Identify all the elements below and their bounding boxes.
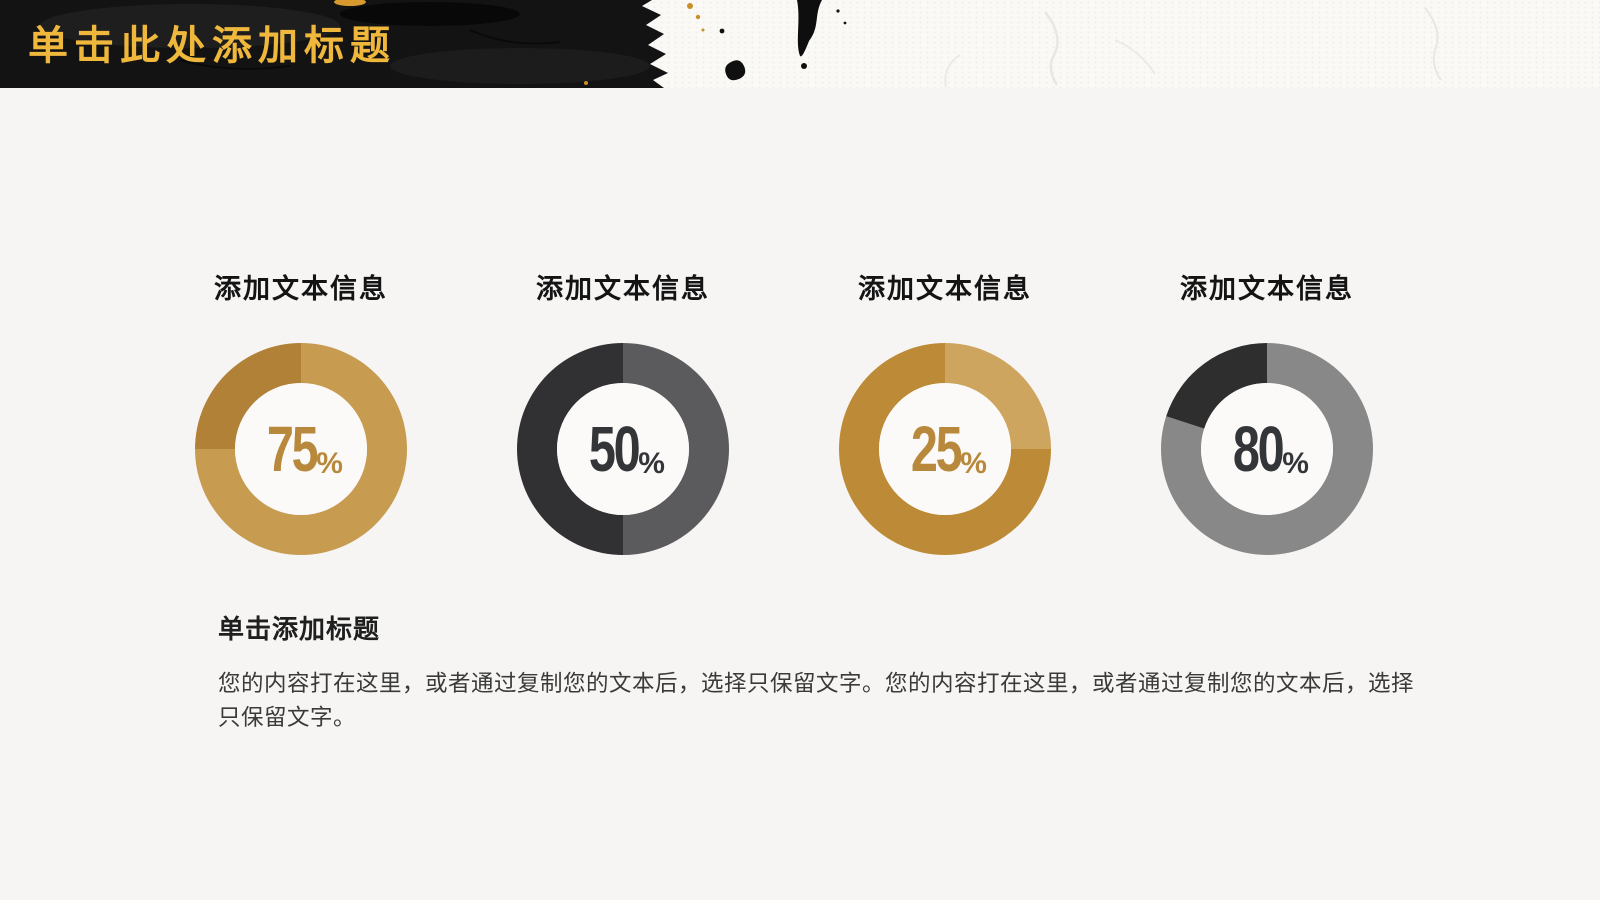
- ink-splatter: [801, 63, 807, 69]
- donut-ring: [839, 343, 1051, 555]
- header-band: 单击此处添加标题: [0, 0, 1600, 88]
- donut-chart-group-1: 添加文本信息 75%: [140, 272, 462, 555]
- gold-speck: [334, 0, 366, 6]
- chart-title[interactable]: 添加文本信息: [1180, 274, 1354, 304]
- crack-line: [1044, 11, 1059, 86]
- ink-splatter: [719, 28, 725, 34]
- percent-sign: %: [960, 447, 987, 480]
- ink-splatter: [725, 60, 746, 81]
- ink-splatter: [843, 21, 847, 25]
- chart-title[interactable]: 添加文本信息: [536, 274, 710, 304]
- ink-splatter: [836, 9, 840, 13]
- donut-ring: [1161, 343, 1373, 555]
- donut-percent-label: 80%: [1161, 343, 1373, 555]
- donut-chart-80[interactable]: 80%: [1161, 343, 1373, 555]
- canvas-texture: [630, 0, 1600, 88]
- donut-chart-group-4: 添加文本信息 80%: [1106, 272, 1428, 555]
- ink-stroke: [797, 0, 822, 57]
- donut-chart-75[interactable]: 75%: [195, 343, 407, 555]
- percent-sign: %: [638, 447, 665, 480]
- chart-title[interactable]: 添加文本信息: [858, 274, 1032, 304]
- crack-line: [1424, 7, 1442, 81]
- donut-ring: [195, 343, 407, 555]
- percent-value: 75: [266, 413, 319, 485]
- percent-value: 25: [910, 413, 963, 485]
- gold-speck: [695, 14, 701, 20]
- donut-ring: [517, 343, 729, 555]
- text-block: 单击添加标题 您的内容打在这里，或者通过复制您的文本后，选择只保留文字。您的内容…: [218, 612, 1423, 735]
- ink-brush-band: [0, 0, 1442, 88]
- percent-sign: %: [1282, 447, 1309, 480]
- slide-title[interactable]: 单击此处添加标题: [28, 24, 396, 68]
- gold-speck: [687, 3, 693, 9]
- donut-chart-group-2: 添加文本信息 50%: [462, 272, 784, 555]
- section-paragraph[interactable]: 您的内容打在这里，或者通过复制您的文本后，选择只保留文字。您的内容打在这里，或者…: [218, 671, 1415, 730]
- section-heading[interactable]: 单击添加标题: [218, 614, 381, 644]
- percent-sign: %: [316, 447, 343, 480]
- donut-percent-label: 50%: [517, 343, 729, 555]
- chart-title[interactable]: 添加文本信息: [214, 274, 388, 304]
- donut-charts-row: 添加文本信息 75% 添加文本信息 50% 添加文本信息: [140, 272, 1430, 555]
- percent-value: 50: [588, 413, 641, 485]
- percent-value: 80: [1232, 413, 1285, 485]
- crack-line: [944, 39, 1156, 88]
- donut-percent-label: 75%: [195, 343, 407, 555]
- donut-percent-label: 25%: [839, 343, 1051, 555]
- donut-chart-group-3: 添加文本信息 25%: [784, 272, 1106, 555]
- donut-chart-50[interactable]: 50%: [517, 343, 729, 555]
- gold-speck: [584, 81, 588, 85]
- donut-chart-25[interactable]: 25%: [839, 343, 1051, 555]
- gold-speck: [701, 28, 705, 32]
